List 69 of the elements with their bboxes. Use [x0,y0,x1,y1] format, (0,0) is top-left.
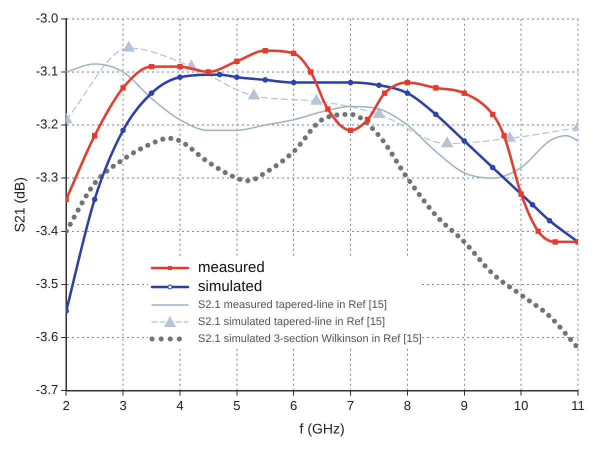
y-tick-label: -3.3 [36,170,58,185]
y-tick-label: -3.4 [36,222,58,238]
point [148,90,154,96]
line-series [66,48,578,245]
x-tick-label: 3 [119,398,127,413]
point [462,138,468,144]
y-tick-label: -3.5 [36,276,58,291]
point [530,202,536,208]
y-tick-label: -3.1 [36,63,58,78]
point [248,89,260,100]
point [490,164,496,170]
point [373,108,385,118]
y-tick-label: -3.2 [36,116,58,132]
x-tick-label: 5 [233,398,240,413]
point [552,239,558,245]
y-tick-label: -3.7 [36,382,58,398]
point [92,132,98,138]
point [234,74,240,80]
point [364,117,370,122]
point [518,191,524,197]
point [404,90,410,96]
point [234,58,240,64]
point [206,69,212,75]
point [441,137,454,148]
y-tick-label: -3.6 [36,329,58,344]
legend-label: simulated [198,278,262,295]
x-tick-label: 4 [176,398,184,413]
point [291,50,296,56]
legend-label: measured [198,259,265,276]
point [348,128,354,134]
point [501,132,507,138]
y-tick-label: -3.0 [36,10,58,26]
point [433,112,439,118]
point [490,112,496,118]
point [262,77,268,83]
point [536,228,541,234]
x-tick-label: 6 [290,398,298,413]
point [120,128,126,134]
point [262,48,268,54]
point [122,41,135,52]
point [290,80,296,86]
point [216,72,222,78]
point [404,80,410,86]
point [177,74,183,80]
point [92,196,98,202]
point [376,82,382,88]
x-tick-label: 10 [514,398,528,413]
legend-label: S2.1 simulated 3-section Wilkinson in Ref [15] [198,332,422,344]
legend-label: S2.1 simulated tapered-line in Ref [15] [198,316,386,328]
x-tick-label: 11 [571,398,585,413]
x-axis-title: f (GHz) [300,420,345,436]
point [310,94,322,105]
point [382,90,388,96]
point [148,64,154,70]
x-tick-label: 8 [404,398,412,413]
point [325,106,330,112]
line-series [66,63,578,179]
point [462,90,467,96]
legend-label: S2.1 measured tapered-line in Ref [15] [198,298,387,310]
point [308,69,314,75]
x-tick-label: 7 [346,398,354,413]
point [546,218,552,224]
y-axis-title: S21 (dB) [11,177,28,232]
point [348,80,354,86]
x-tick-label: 9 [460,398,468,413]
x-tick-label: 2 [62,398,70,413]
point [433,85,438,91]
point [177,64,183,70]
point [120,85,126,91]
